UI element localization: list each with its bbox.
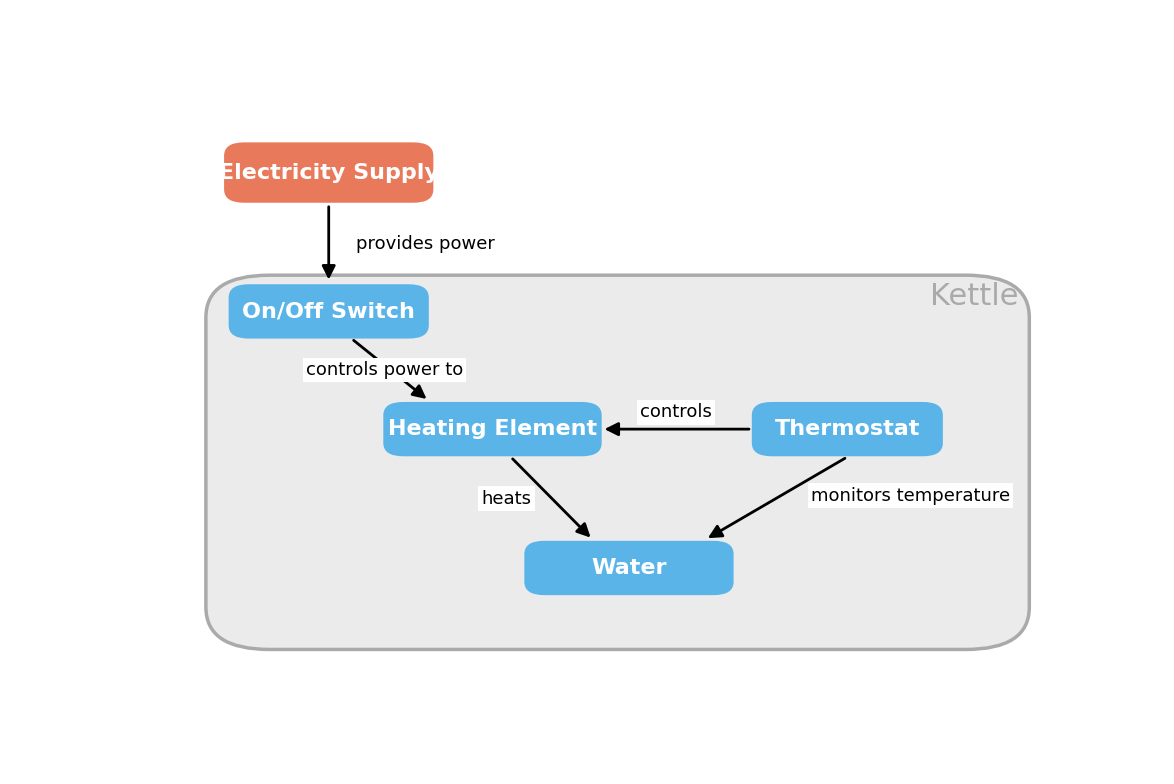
FancyBboxPatch shape [224, 143, 433, 203]
Text: Thermostat: Thermostat [775, 419, 920, 439]
Text: controls power to: controls power to [306, 361, 464, 379]
FancyBboxPatch shape [383, 402, 602, 456]
FancyBboxPatch shape [205, 275, 1030, 649]
Text: Water: Water [592, 558, 667, 578]
Text: Kettle: Kettle [930, 282, 1018, 311]
Text: monitors temperature: monitors temperature [811, 487, 1010, 505]
Text: heats: heats [481, 489, 532, 507]
Text: On/Off Switch: On/Off Switch [242, 301, 416, 321]
FancyBboxPatch shape [751, 402, 943, 456]
FancyBboxPatch shape [229, 285, 429, 339]
Text: controls: controls [640, 403, 713, 421]
FancyBboxPatch shape [525, 541, 734, 595]
Text: Heating Element: Heating Element [387, 419, 598, 439]
Text: provides power: provides power [356, 234, 495, 252]
Text: Electricity Supply: Electricity Supply [218, 162, 439, 183]
